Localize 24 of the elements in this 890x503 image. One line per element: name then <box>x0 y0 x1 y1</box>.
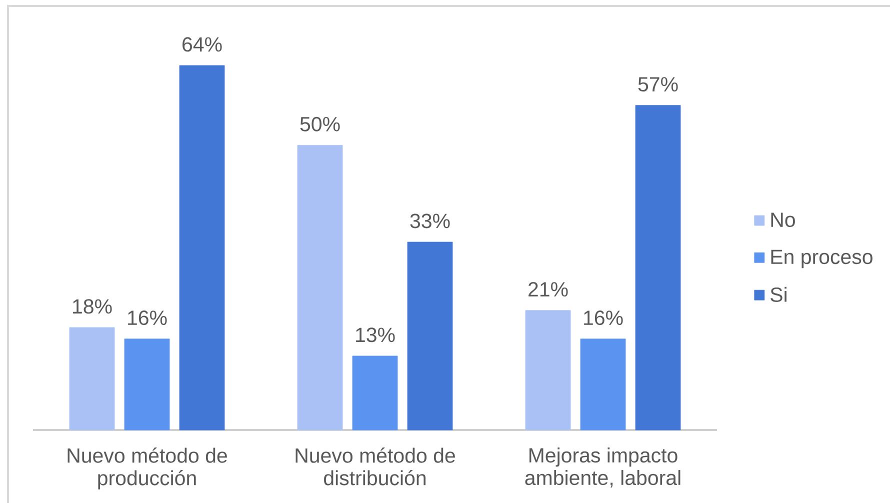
data-label: 50% <box>300 116 340 132</box>
bar <box>525 310 571 430</box>
data-label: 16% <box>584 310 623 326</box>
legend-label: En proceso <box>771 250 872 268</box>
data-label: 21% <box>528 282 568 297</box>
data-label: 64% <box>182 37 222 52</box>
data-label: 16% <box>128 310 167 326</box>
data-label: 13% <box>356 328 395 342</box>
legend-label: Si <box>770 286 786 302</box>
bar <box>69 327 115 430</box>
data-label: 18% <box>73 299 112 314</box>
bar <box>297 144 343 430</box>
data-label: 57% <box>638 77 678 92</box>
x-tick-label: Nuevo método de producción <box>68 448 227 490</box>
x-tick-label: Nuevo método de distribución <box>296 448 455 486</box>
x-tick-label: Mejoras impacto ambiente, laboral <box>525 448 680 488</box>
legend-label: No <box>771 212 795 228</box>
bar <box>179 65 225 430</box>
bar <box>580 338 626 430</box>
bar <box>352 356 398 430</box>
bar <box>407 242 453 430</box>
bar <box>635 105 681 430</box>
data-label: 33% <box>410 214 450 228</box>
bar <box>124 338 170 430</box>
